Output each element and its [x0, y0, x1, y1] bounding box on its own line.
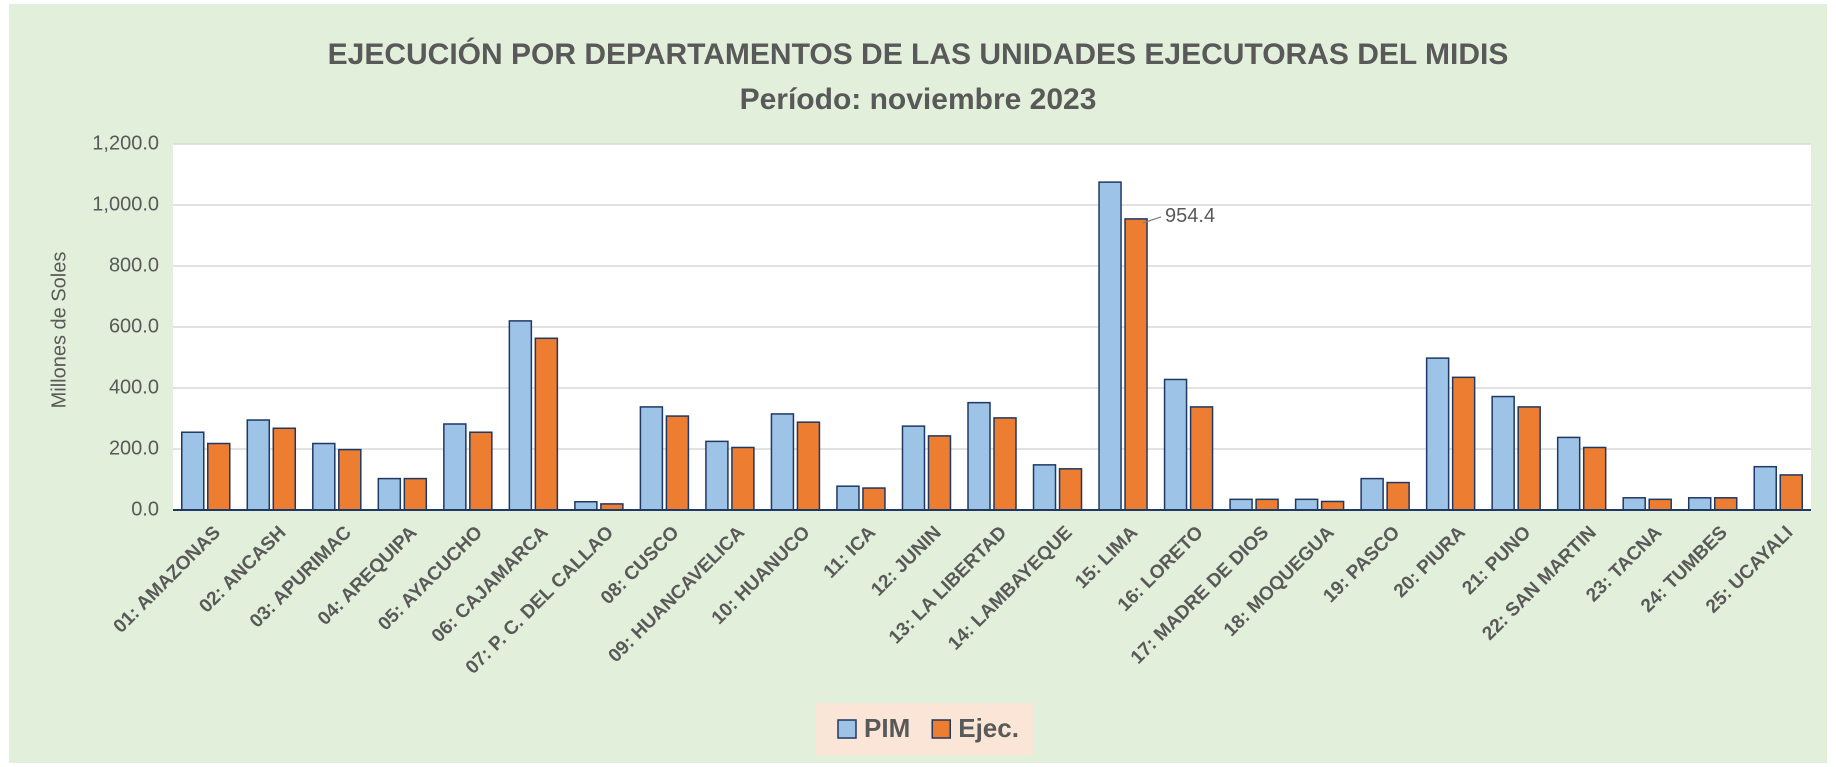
bar — [1582, 446, 1607, 511]
bar — [534, 337, 559, 511]
bar — [1098, 181, 1122, 511]
y-tick-label: 1,200.0 — [92, 132, 159, 154]
legend-label: Ejec. — [958, 713, 1019, 743]
bar — [1779, 474, 1803, 511]
bar — [312, 442, 336, 511]
bar — [338, 448, 362, 511]
bar — [1713, 497, 1738, 511]
legend-swatch — [837, 719, 857, 739]
bar — [1320, 500, 1345, 511]
bar — [1189, 406, 1214, 511]
bar — [1163, 378, 1188, 511]
bar — [967, 401, 991, 511]
y-tick-label: 800.0 — [109, 254, 159, 276]
bar — [705, 440, 729, 511]
bar — [1687, 497, 1712, 511]
legend-swatch — [931, 719, 951, 739]
y-tick-label: 1,000.0 — [92, 193, 159, 215]
y-tick-label: 600.0 — [109, 315, 159, 337]
bar — [1386, 481, 1410, 511]
bar — [272, 427, 297, 511]
bar — [901, 425, 926, 511]
bar — [1556, 436, 1581, 511]
bar — [1229, 498, 1253, 511]
bar — [574, 501, 598, 511]
bar — [770, 413, 795, 511]
y-tick-label: 400.0 — [109, 376, 159, 398]
bar — [1517, 406, 1541, 511]
bar — [469, 431, 493, 511]
bar — [1753, 465, 1777, 511]
bar — [1451, 376, 1476, 511]
bar — [796, 421, 821, 511]
chart-subtitle: Período: noviembre 2023 — [740, 83, 1097, 116]
y-tick-label: 0.0 — [131, 498, 159, 520]
legend-label: PIM — [864, 713, 910, 743]
bar — [443, 423, 467, 511]
bar — [1032, 464, 1057, 511]
chart-title: EJECUCIÓN POR DEPARTAMENTOS DE LAS UNIDA… — [328, 37, 1509, 71]
bar — [1648, 498, 1672, 511]
bar — [836, 485, 860, 511]
bar — [639, 406, 664, 511]
bar — [1294, 498, 1319, 511]
bar — [377, 477, 402, 511]
bar — [508, 320, 533, 511]
bar — [246, 419, 271, 511]
bar — [1491, 395, 1515, 511]
bar — [927, 435, 952, 511]
bar — [1622, 497, 1646, 511]
bar — [207, 442, 231, 511]
bar — [665, 415, 690, 511]
bar — [403, 477, 428, 511]
bar — [181, 431, 205, 511]
y-axis-label: Millones de Soles — [48, 252, 70, 409]
bar — [862, 487, 886, 511]
bar — [1255, 498, 1279, 511]
bar — [731, 446, 755, 511]
data-label: 954.4 — [1165, 205, 1215, 227]
bar — [1360, 477, 1384, 511]
bar — [1058, 468, 1083, 511]
bar — [993, 417, 1017, 511]
bar — [1124, 218, 1148, 511]
bar — [1425, 357, 1450, 511]
y-tick-label: 200.0 — [109, 437, 159, 459]
leader-line — [1142, 216, 1162, 224]
